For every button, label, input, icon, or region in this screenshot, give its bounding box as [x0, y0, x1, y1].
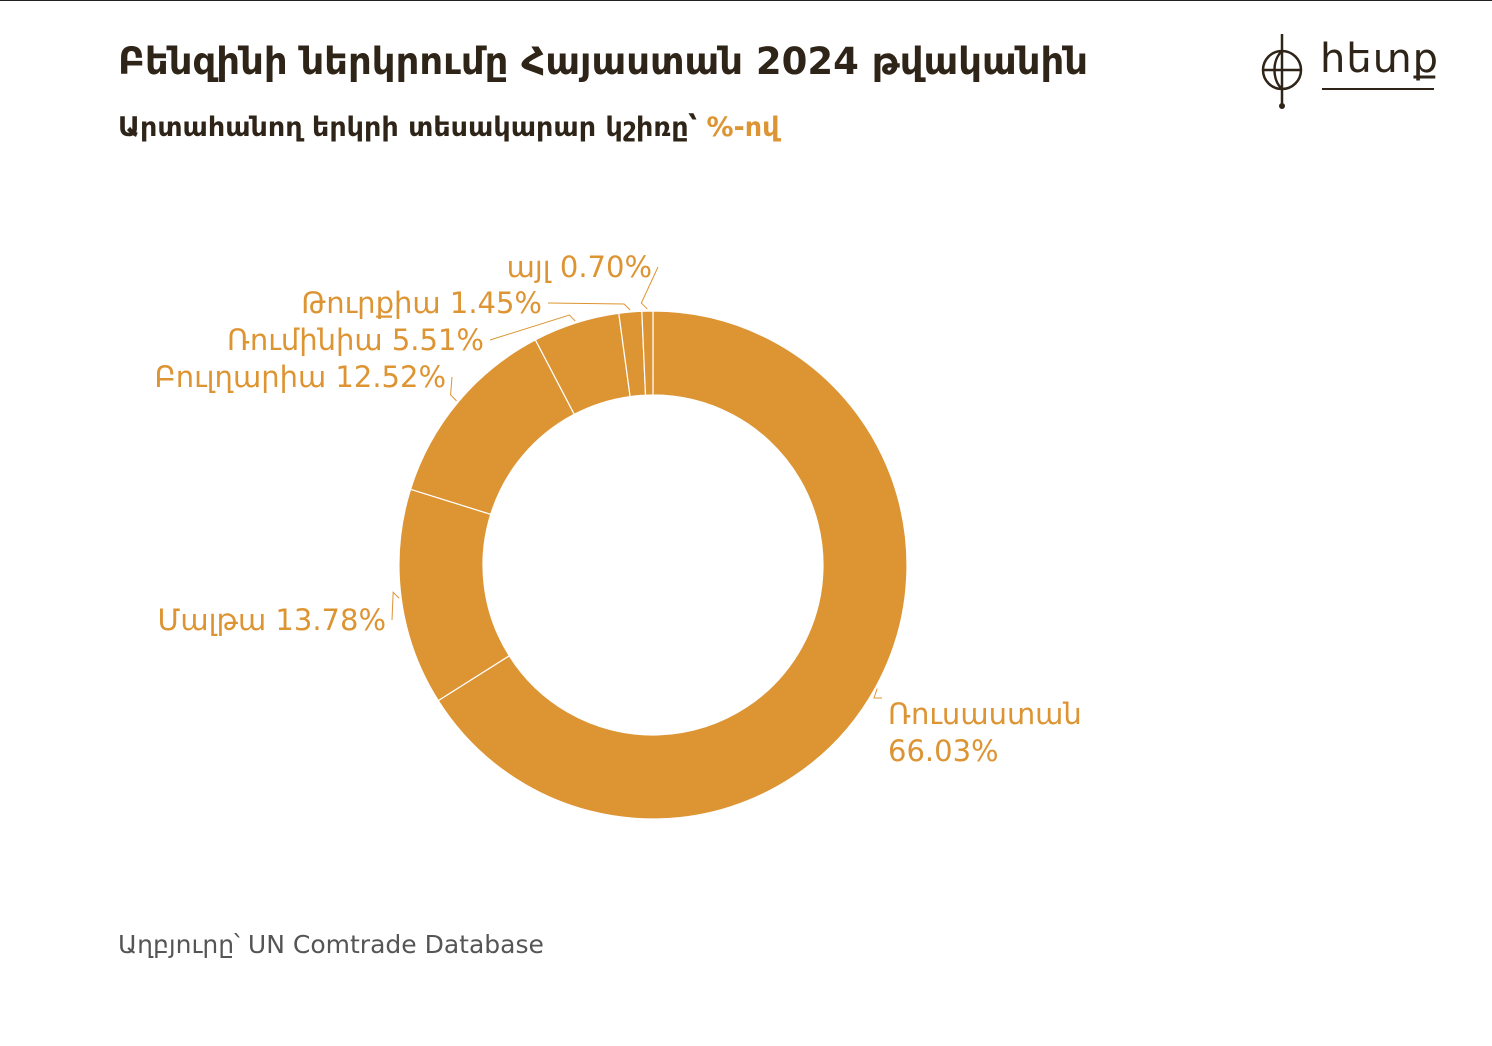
subtitle-text: Արտահանող երկրի տեսակարար կշիռը՝: [118, 112, 707, 143]
slice-label-2: Բուլղարիա 12.52%: [154, 360, 446, 394]
label-leader-lines: [391, 266, 882, 699]
logo-underline: [1322, 88, 1434, 90]
donut-slices: [398, 310, 908, 820]
slice-labels: Ռուսաստան 66.03% Մալթա 13.78% Բուլղարիա 12.…: [154, 250, 1081, 768]
leader-line-5: [640, 266, 659, 310]
leader-line-2: [450, 376, 457, 402]
top-border: [0, 0, 1492, 1]
slice-label-4: Թուրքիա 1.45%: [301, 286, 542, 320]
donut-slice-5[interactable]: [641, 310, 654, 396]
slice-label-0: Ռուսաստան 66.03%: [888, 697, 1082, 768]
leader-line-1: [391, 591, 400, 621]
slice-label-3: Ռումինիա 5.51%: [227, 323, 484, 357]
slice-label-1: Մալթա 13.78%: [157, 603, 386, 637]
subtitle-unit: %-ով: [706, 112, 780, 143]
logo-wordmark: hետք: [1320, 36, 1440, 82]
source-note: Աղբյուրը՝ UN Comtrade Database: [118, 930, 544, 959]
globe-compass-icon: [1261, 34, 1303, 109]
donut-slice-0[interactable]: [437, 310, 908, 820]
leader-line-0: [873, 688, 882, 699]
chart-title: Բենզինի ներկրումը Հայաստան 2024 թվականին: [118, 40, 1089, 83]
slice-label-5: այլ 0.70%: [507, 250, 652, 284]
hetq-logo[interactable]: hետք: [1258, 32, 1448, 112]
leader-line-3: [489, 314, 576, 341]
chart-subtitle: Արտահանող երկրի տեսակարար կշիռը՝ %-ով: [118, 112, 779, 143]
leader-line-4: [547, 302, 631, 311]
